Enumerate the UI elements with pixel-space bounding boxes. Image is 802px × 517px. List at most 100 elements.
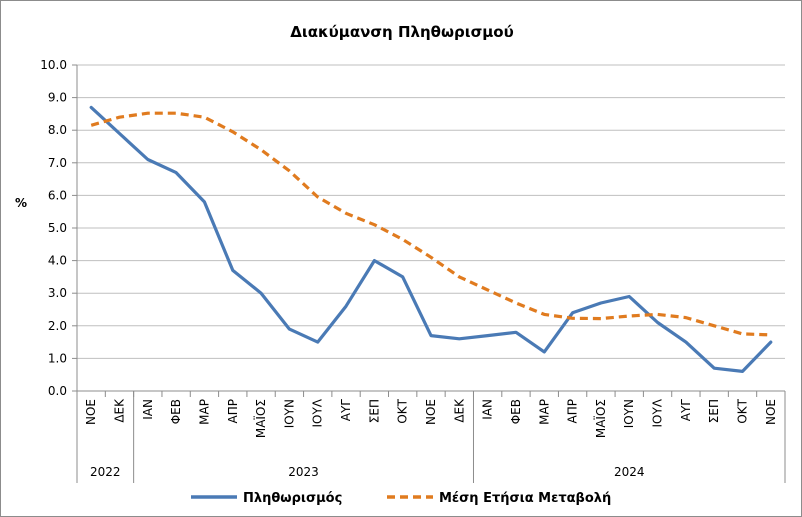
data-point bbox=[260, 149, 262, 151]
x-tick-label: ΙΟΥΝ bbox=[282, 399, 296, 428]
x-axis: ΝΟΕ ΔΕΚ ΙΑΝ ΦΕΒ ΜΑΡ ΑΠΡ ΜΑΪΟΣ ΙΟΥΝ ΙΟΥΛ ΑΥΓ ΣΕΠ ΟΚΤ… bbox=[76, 390, 786, 483]
year-group-label: 2023 bbox=[288, 465, 319, 479]
data-point bbox=[430, 334, 432, 336]
data-point bbox=[571, 317, 573, 319]
data-point bbox=[203, 116, 205, 118]
data-point bbox=[628, 295, 630, 297]
series-line-inflation bbox=[89, 105, 773, 373]
x-tick-label: ΦΕΒ bbox=[509, 399, 523, 424]
data-point bbox=[515, 331, 517, 333]
data-point bbox=[571, 312, 573, 314]
y-axis: 0.0 1.0 2.0 3.0 4.0 5.0 6.0 7.0 8.0 9.0 10.0 bbox=[40, 58, 78, 398]
data-point bbox=[486, 334, 488, 336]
y-tick-label: 2.0 bbox=[48, 319, 67, 333]
x-tick-label: ΝΟΕ bbox=[764, 399, 778, 425]
x-tick-label: ΣΕΠ bbox=[367, 399, 381, 423]
data-point bbox=[401, 276, 403, 278]
series-lines bbox=[89, 105, 773, 373]
data-point bbox=[345, 212, 347, 214]
data-point bbox=[430, 256, 432, 258]
y-tick-label: 7.0 bbox=[48, 156, 67, 170]
year-group-label: 2024 bbox=[614, 465, 645, 479]
data-point bbox=[713, 325, 715, 327]
data-point bbox=[147, 112, 149, 114]
data-point bbox=[600, 302, 602, 304]
data-point bbox=[458, 338, 460, 340]
data-point bbox=[288, 328, 290, 330]
x-tick-label: ΦΕΒ bbox=[169, 399, 183, 424]
data-point bbox=[543, 313, 545, 315]
data-point bbox=[317, 341, 319, 343]
data-point bbox=[770, 341, 772, 343]
data-point bbox=[515, 302, 517, 304]
data-point bbox=[147, 158, 149, 160]
x-tick-label: ΜΑΪΟΣ bbox=[593, 399, 608, 438]
data-point bbox=[288, 170, 290, 172]
x-tick-label: ΙΑΝ bbox=[481, 399, 495, 420]
data-point bbox=[373, 224, 375, 226]
x-tick-label: ΔΕΚ bbox=[452, 398, 466, 423]
data-point bbox=[232, 269, 234, 271]
data-point bbox=[741, 333, 743, 335]
y-tick-label: 0.0 bbox=[48, 384, 67, 398]
data-point bbox=[203, 201, 205, 203]
x-tick-label: ΙΟΥΝ bbox=[622, 399, 636, 428]
data-point bbox=[770, 334, 772, 336]
y-tick-label: 5.0 bbox=[48, 221, 67, 235]
x-tick-label: ΝΟΕ bbox=[424, 399, 438, 425]
data-point bbox=[232, 131, 234, 133]
y-axis-label: % bbox=[15, 196, 27, 210]
legend: Πληθωρισμός Μέση Ετήσια Μεταβολή bbox=[191, 491, 611, 506]
series-line-average bbox=[90, 111, 771, 337]
data-point bbox=[373, 259, 375, 261]
data-point bbox=[118, 132, 120, 134]
year-group-label: 2022 bbox=[90, 465, 121, 479]
data-point bbox=[401, 238, 403, 240]
data-point bbox=[600, 317, 602, 319]
y-tick-label: 4.0 bbox=[48, 254, 67, 268]
data-point bbox=[317, 196, 319, 198]
data-point bbox=[175, 112, 177, 114]
data-point bbox=[345, 305, 347, 307]
x-tick-label: ΝΟΕ bbox=[84, 399, 98, 425]
x-tick-label: ΟΚΤ bbox=[736, 398, 750, 423]
data-point bbox=[656, 313, 658, 315]
chart-title: Διακύμανση Πληθωρισμού bbox=[290, 23, 514, 41]
data-point bbox=[741, 370, 743, 372]
data-point bbox=[90, 106, 92, 108]
data-point bbox=[628, 315, 630, 317]
x-tick-label: ΑΥΓ bbox=[339, 399, 353, 422]
x-tick-label: ΑΠΡ bbox=[226, 399, 240, 423]
x-tick-label: ΟΚΤ bbox=[396, 398, 410, 423]
data-point bbox=[685, 341, 687, 343]
x-tick-label: ΑΠΡ bbox=[566, 399, 580, 423]
x-tick-label: ΙΟΥΛ bbox=[651, 398, 665, 427]
y-tick-label: 1.0 bbox=[48, 351, 67, 365]
y-tick-label: 6.0 bbox=[48, 188, 67, 202]
x-tick-label: ΔΕΚ bbox=[112, 398, 126, 423]
data-point bbox=[656, 321, 658, 323]
x-tick-label: ΜΑΡ bbox=[197, 399, 211, 425]
y-tick-label: 3.0 bbox=[48, 286, 67, 300]
legend-label-average: Μέση Ετήσια Μεταβολή bbox=[439, 491, 611, 506]
y-tick-label: 9.0 bbox=[48, 91, 67, 105]
data-point bbox=[486, 289, 488, 291]
data-point bbox=[118, 116, 120, 118]
x-tick-label: ΜΑΡ bbox=[537, 399, 551, 425]
grid-lines bbox=[77, 64, 785, 359]
y-tick-label: 8.0 bbox=[48, 123, 67, 137]
data-point bbox=[713, 367, 715, 369]
legend-label-inflation: Πληθωρισμός bbox=[243, 491, 342, 506]
data-point bbox=[685, 316, 687, 318]
x-tick-label: ΙΑΝ bbox=[141, 399, 155, 420]
data-point bbox=[260, 292, 262, 294]
data-point bbox=[458, 276, 460, 278]
y-tick-label: 10.0 bbox=[40, 58, 67, 72]
x-tick-label: ΣΕΠ bbox=[707, 399, 721, 423]
data-point bbox=[175, 171, 177, 173]
x-tick-label: ΜΑΪΟΣ bbox=[253, 399, 268, 438]
data-point bbox=[543, 351, 545, 353]
x-tick-label: ΙΟΥΛ bbox=[311, 398, 325, 427]
